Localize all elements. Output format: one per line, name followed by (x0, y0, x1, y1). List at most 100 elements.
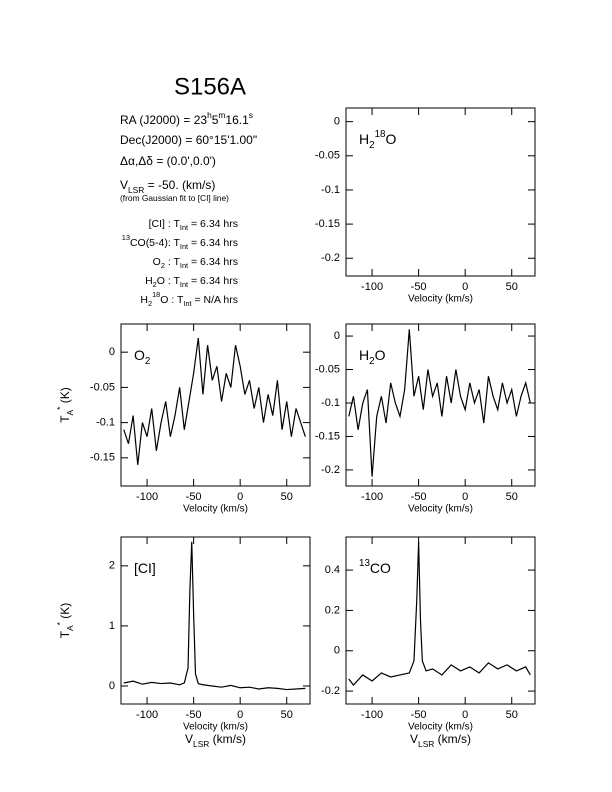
plot-frame (345, 323, 536, 487)
text-part: O (375, 347, 386, 363)
text-part: V (120, 178, 128, 192)
text-part: (K) (58, 387, 72, 406)
x-tick-label: -100 (361, 491, 383, 503)
text-part: LSR (128, 185, 144, 195)
text-part: = -50. (km/s) (144, 178, 215, 192)
text-part: Int (180, 223, 188, 232)
text-part: (km/s) (209, 732, 246, 746)
x-tick-label: -50 (186, 491, 202, 503)
integration-line: H2O : TInt = 6.34 hrs (145, 275, 238, 290)
panel-label: O2 (134, 347, 150, 367)
panel-label: H2O (359, 347, 386, 367)
text-part: LSR (193, 739, 209, 749)
text-part: 18 (375, 129, 386, 140)
text-part: V (185, 732, 193, 746)
integration-line: O2 : TInt = 6.34 hrs (153, 256, 238, 271)
x-axis-label: Velocity (km/s) (408, 504, 473, 515)
text-part: O (153, 256, 161, 268)
header-line: RA (J2000) = 23h5m16.1s (120, 110, 253, 127)
panel-label: [CI] (134, 560, 156, 576)
text-part: H (359, 131, 369, 147)
panel-label: 13CO (359, 558, 391, 576)
text-part: s (249, 110, 253, 120)
text-part: * (55, 621, 65, 625)
text-part: Δα,Δδ = (0.0',0.0') (120, 154, 216, 168)
y-tick-label: 0 (334, 330, 340, 342)
x-axis-label: Velocity (km/s) (408, 294, 473, 305)
x-tick-label: 50 (506, 709, 518, 721)
y-tick-label: -0.2 (321, 464, 340, 476)
x-tick-label: 0 (462, 709, 468, 721)
y-tick-label: 1 (109, 620, 115, 632)
y-tick-label: -0.1 (321, 184, 340, 196)
x-tick-label: -100 (136, 491, 158, 503)
x-tick-label: 50 (506, 281, 518, 293)
text-part: 2 (145, 356, 150, 367)
x-tick-label: -100 (361, 281, 383, 293)
plot-frame (345, 107, 536, 277)
text-part: 2 (369, 140, 374, 151)
text-part: T (58, 415, 72, 423)
text-part: * (55, 406, 65, 410)
y-tick-label: -0.15 (315, 430, 340, 442)
text-part: m (218, 110, 225, 120)
x-axis-label-2: VLSR (km/s) (410, 732, 471, 749)
text-part: = 6.34 hrs (188, 218, 238, 230)
plot-frame (120, 323, 311, 487)
text-part: A (65, 625, 75, 631)
panel-label: H218O (359, 129, 396, 151)
text-part: O : T (160, 294, 184, 306)
text-part: RA (J2000) = 23 (120, 113, 207, 127)
x-tick-label: -100 (136, 709, 158, 721)
text-part: V (410, 732, 418, 746)
text-part: 16.1 (225, 113, 249, 127)
x-axis-label: Velocity (km/s) (408, 722, 473, 733)
y-tick-label: 0 (109, 346, 115, 358)
integration-line: [CI] : TInt = 6.34 hrs (149, 218, 238, 233)
text-part: h (207, 110, 212, 120)
spectrum (348, 541, 531, 686)
y-tick-label: -0.1 (321, 397, 340, 409)
page-title: S156A (174, 73, 246, 100)
y-tick-label: -0.05 (90, 381, 115, 393)
text-part: Int (180, 261, 188, 270)
spectrum (348, 329, 531, 477)
text-part: LSR (418, 739, 434, 749)
x-axis-label: Velocity (km/s) (183, 504, 248, 515)
text-part: H (145, 275, 153, 287)
text-part: 2 (153, 280, 157, 289)
text-part: (K) (58, 603, 72, 622)
y-tick-label: 0 (334, 116, 340, 128)
x-tick-label: -100 (361, 709, 383, 721)
text-part: 13 (122, 233, 130, 242)
text-part: Int (180, 280, 188, 289)
x-tick-label: -50 (411, 709, 427, 721)
y-tick-label: 0 (109, 680, 115, 692)
header-line: VLSR = -50. (km/s) (120, 178, 215, 195)
text-part: CO (370, 560, 391, 576)
x-tick-label: -50 (186, 709, 202, 721)
spectrum (123, 338, 306, 465)
text-part: H (359, 347, 369, 363)
text-part: CO(5-4): T (130, 237, 181, 249)
x-axis-label: Velocity (km/s) (183, 722, 248, 733)
y-tick-label: -0.2 (321, 685, 340, 697)
y-tick-label: 0.2 (325, 604, 340, 616)
x-tick-label: 0 (237, 491, 243, 503)
text-part: = N/A hrs (192, 294, 238, 306)
y-tick-label: -0.05 (315, 363, 340, 375)
x-tick-label: 50 (281, 709, 293, 721)
y-axis-label: TA* (K) (55, 603, 75, 639)
x-tick-label: 0 (237, 709, 243, 721)
y-tick-label: 0 (334, 645, 340, 657)
text-part: 18 (152, 290, 160, 299)
plot-frame (120, 536, 311, 705)
integration-line: H218O : TInt = N/A hrs (140, 290, 238, 308)
text-part: O (385, 131, 396, 147)
text-part: 2 (369, 356, 374, 367)
text-part: A (65, 409, 75, 415)
text-part: Dec(J2000) = 60°15'1.00" (120, 133, 257, 147)
text-part: T (58, 630, 72, 638)
text-part: Int (180, 242, 188, 251)
text-part: 5 (212, 113, 219, 127)
